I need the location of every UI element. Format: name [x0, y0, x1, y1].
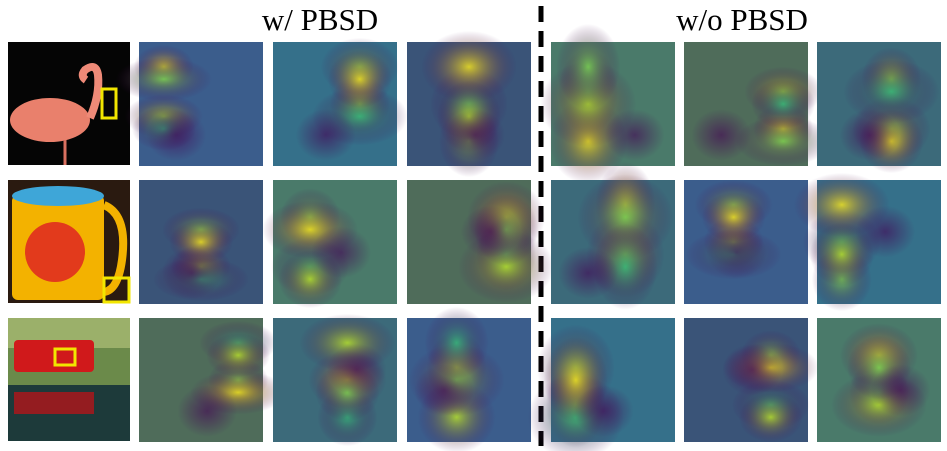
heatmap-tile: [684, 179, 808, 304]
heatmap-tile: [793, 172, 941, 312]
heatmap-tile: [273, 37, 408, 166]
heading-with: w/ PBSD: [262, 2, 378, 37]
heatmap-tile: [139, 318, 287, 442]
heatmap-tile: [262, 180, 397, 309]
heatmap-tile: [540, 23, 675, 185]
heatmap-tile: [817, 42, 941, 174]
heading-without: w/o PBSD: [676, 2, 808, 37]
heatmap-tile: [684, 42, 832, 167]
heatmap-tile: [527, 318, 675, 451]
query-image: [8, 42, 130, 165]
query-image: [8, 180, 131, 304]
heatmap-tile: [139, 180, 263, 304]
heatmap-tile: [115, 42, 263, 166]
heatmap-tile: [273, 313, 397, 447]
query-image: [8, 318, 130, 441]
heatmap-tile: [551, 161, 675, 310]
heatmap-tile: [817, 318, 941, 442]
heatmap-tile: [407, 30, 531, 178]
heatmap-tile: [407, 306, 531, 451]
heatmap-grid: [115, 23, 941, 451]
heatmap-tile: [684, 318, 819, 443]
heatmap-tile: [407, 180, 555, 304]
